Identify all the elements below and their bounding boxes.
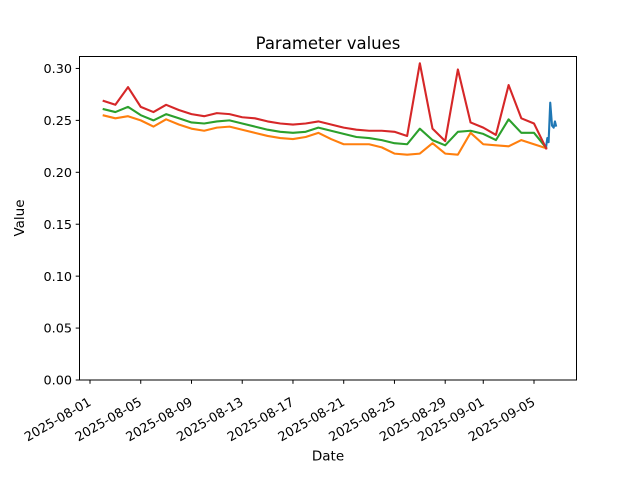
y-tick-label: 0.25: [44, 114, 73, 129]
y-tick-label: 0.10: [44, 270, 73, 285]
y-tick-label: 0.15: [44, 218, 73, 233]
series-red-line: [102, 62, 548, 150]
y-tick-label: 0.20: [44, 166, 73, 181]
y-tick-label: 0.05: [44, 322, 73, 337]
series-orange-line: [102, 114, 548, 156]
series-green-line: [102, 105, 548, 150]
y-tick-label: 0.30: [44, 62, 73, 77]
y-axis: 0.00 0.05 0.10 0.15 0.20 0.25 0.30: [44, 62, 80, 389]
plot-border: [79, 56, 577, 381]
chart-title: Parameter values: [256, 34, 401, 53]
plot-area: [79, 56, 577, 380]
x-axis-label: Date: [312, 449, 344, 465]
y-axis-label: Value: [12, 199, 28, 236]
y-tick-label: 0.00: [44, 374, 73, 389]
series-blue-line: [545, 101, 558, 148]
series-lines: [102, 62, 558, 156]
